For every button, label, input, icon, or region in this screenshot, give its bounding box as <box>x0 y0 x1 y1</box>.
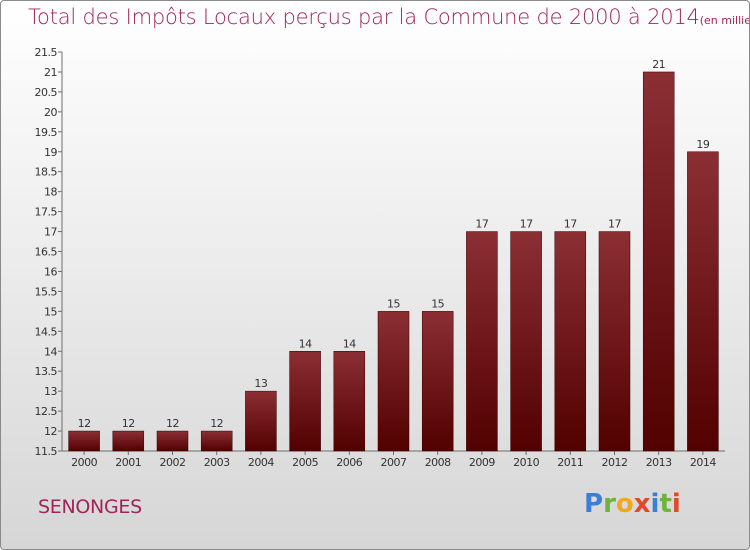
y-tick-label: 18 <box>44 186 57 199</box>
bar <box>245 390 277 452</box>
x-tick-label: 2010 <box>513 456 539 469</box>
bar-value-label: 17 <box>564 218 577 231</box>
bar <box>200 430 233 452</box>
y-tick-label: 19.5 <box>35 126 58 139</box>
bar <box>466 231 498 452</box>
unit-note: (en milliers d'€) <box>699 14 750 27</box>
x-tick-label: 2013 <box>646 456 672 469</box>
logo-letter: o <box>615 489 634 519</box>
x-tick-label: 2006 <box>336 456 362 469</box>
bar-value-label: 17 <box>475 218 488 231</box>
bar <box>687 151 719 452</box>
y-tick-label: 21 <box>44 66 57 79</box>
chart-title-text: Total des Impôts Locaux perçus par la Co… <box>28 5 700 29</box>
bar-value-label: 14 <box>343 337 356 350</box>
bar <box>333 351 366 452</box>
logo-letter: i <box>671 489 681 519</box>
x-tick-label: 2002 <box>160 456 186 469</box>
y-tick-label: 11.5 <box>35 445 58 458</box>
bar <box>156 430 189 452</box>
commune-name: SENONGES <box>38 496 142 518</box>
y-tick-label: 15 <box>44 305 57 318</box>
y-tick-label: 20.5 <box>35 86 58 99</box>
y-tick-label: 14 <box>44 345 57 358</box>
bar-value-label: 14 <box>299 337 312 350</box>
x-tick-label: 2001 <box>115 456 141 469</box>
bar-value-label: 15 <box>431 297 444 310</box>
x-tick-label: 2014 <box>690 456 716 469</box>
bar <box>112 430 145 452</box>
y-tick-label: 19 <box>44 146 57 159</box>
bar-value-label: 13 <box>254 377 267 390</box>
bar-value-label: 12 <box>122 417 135 430</box>
y-tick-label: 16.5 <box>35 246 58 259</box>
chart-title: Total des Impôts Locaux perçus par la Co… <box>28 5 750 29</box>
y-tick-label: 16 <box>44 265 57 278</box>
bar <box>642 71 675 452</box>
bar-value-label: 21 <box>652 58 665 71</box>
x-tick-label: 2011 <box>557 456 583 469</box>
logo-letter: i <box>650 489 660 519</box>
y-tick-label: 20 <box>44 106 57 119</box>
bars <box>68 71 719 452</box>
axes: 11.5 12 12.5 13 13.5 14 14.5 15 15.5 16 16.5 17 17.5… <box>35 46 725 458</box>
y-tick-label: 12 <box>44 425 57 438</box>
y-tick-label: 14.5 <box>35 325 58 338</box>
bar <box>289 351 321 452</box>
bar <box>554 231 587 452</box>
y-tick-label: 15.5 <box>35 285 58 298</box>
logo-letter: r <box>603 489 616 519</box>
bar-value-label: 19 <box>696 138 709 151</box>
y-tick-label: 13 <box>44 385 57 398</box>
y-tick-label: 17.5 <box>35 206 58 219</box>
bar-value-label: 12 <box>78 417 91 430</box>
x-tick-label: 2000 <box>71 456 97 469</box>
x-tick-label: 2005 <box>292 456 318 469</box>
x-tick-label: 2008 <box>425 456 451 469</box>
bar <box>68 430 100 452</box>
bar-value-label: 15 <box>387 297 400 310</box>
proxiti-logo: Proxiti <box>584 489 681 519</box>
x-tick-label: 2012 <box>602 456 628 469</box>
logo-letter: t <box>659 489 672 519</box>
bar-value-label: 12 <box>166 417 179 430</box>
bar <box>510 231 542 452</box>
logo-letter: P <box>584 489 604 519</box>
bar-value-label: 17 <box>608 218 621 231</box>
y-tick-label: 13.5 <box>35 365 58 378</box>
logo-letter: x <box>633 489 651 519</box>
y-tick-label: 17 <box>44 226 57 239</box>
x-tick-label: 2007 <box>381 456 407 469</box>
bar <box>598 231 631 452</box>
x-tick-label: 2009 <box>469 456 495 469</box>
bar-value-label: 17 <box>520 218 533 231</box>
y-tick-label: 18.5 <box>35 166 58 179</box>
y-tick-label: 12.5 <box>35 405 58 418</box>
bar <box>421 311 454 452</box>
y-tick-label: 21.5 <box>35 46 58 59</box>
data-labels: 12 2000 12 2001 12 2002 12 2003 13 2004 14 2005 14 20… <box>71 58 717 469</box>
x-tick-label: 2003 <box>204 456 230 469</box>
x-tick-label: 2004 <box>248 456 274 469</box>
bar <box>377 311 410 452</box>
bar-value-label: 12 <box>210 417 223 430</box>
